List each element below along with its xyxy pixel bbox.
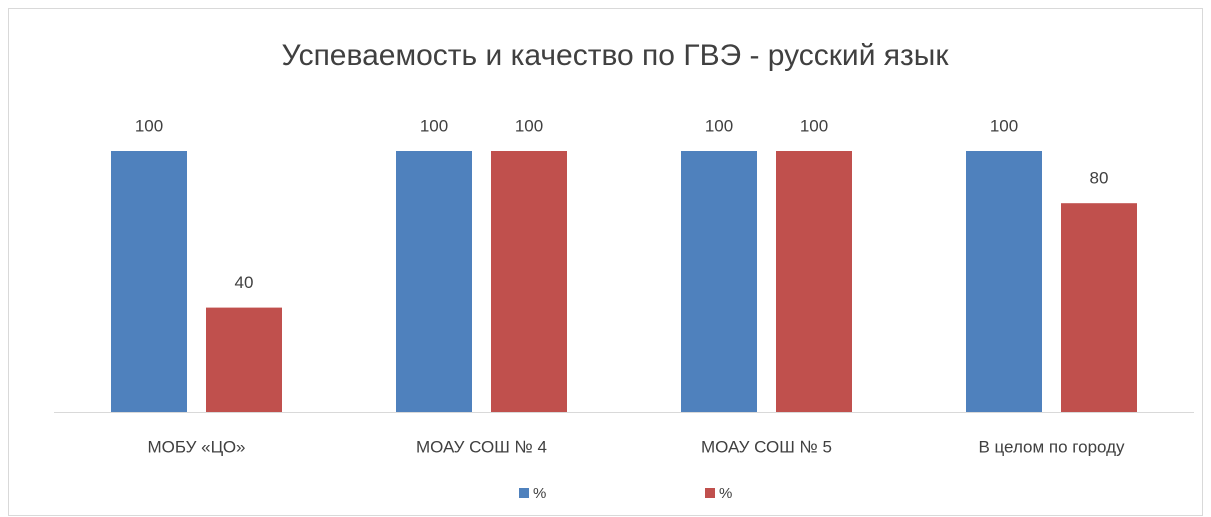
x-tick-label: МОАУ СОШ № 5 [701, 437, 832, 456]
x-tick-label: МОАУ СОШ № 4 [416, 437, 547, 456]
data-label: 100 [515, 116, 543, 135]
chart-title: Успеваемость и качество по ГВЭ - русский… [282, 39, 950, 72]
bar [776, 151, 852, 412]
legend-label: % [533, 485, 546, 502]
data-label: 80 [1090, 169, 1109, 188]
bar [491, 151, 567, 412]
bar [396, 151, 472, 412]
legend-label: % [719, 485, 732, 502]
bar [681, 151, 757, 412]
x-tick-label: МОБУ «ЦО» [147, 437, 245, 456]
bar [1061, 203, 1137, 412]
data-label: 100 [800, 116, 828, 135]
data-label: 100 [420, 116, 448, 135]
legend-swatch [519, 488, 529, 498]
data-label: 100 [990, 116, 1018, 135]
bar [206, 307, 282, 412]
legend-swatch [705, 488, 715, 498]
x-tick-label: В целом по городу [978, 437, 1125, 456]
bar [966, 151, 1042, 412]
data-label: 40 [235, 273, 254, 292]
data-label: 100 [135, 116, 163, 135]
data-label: 100 [705, 116, 733, 135]
bar [111, 151, 187, 412]
